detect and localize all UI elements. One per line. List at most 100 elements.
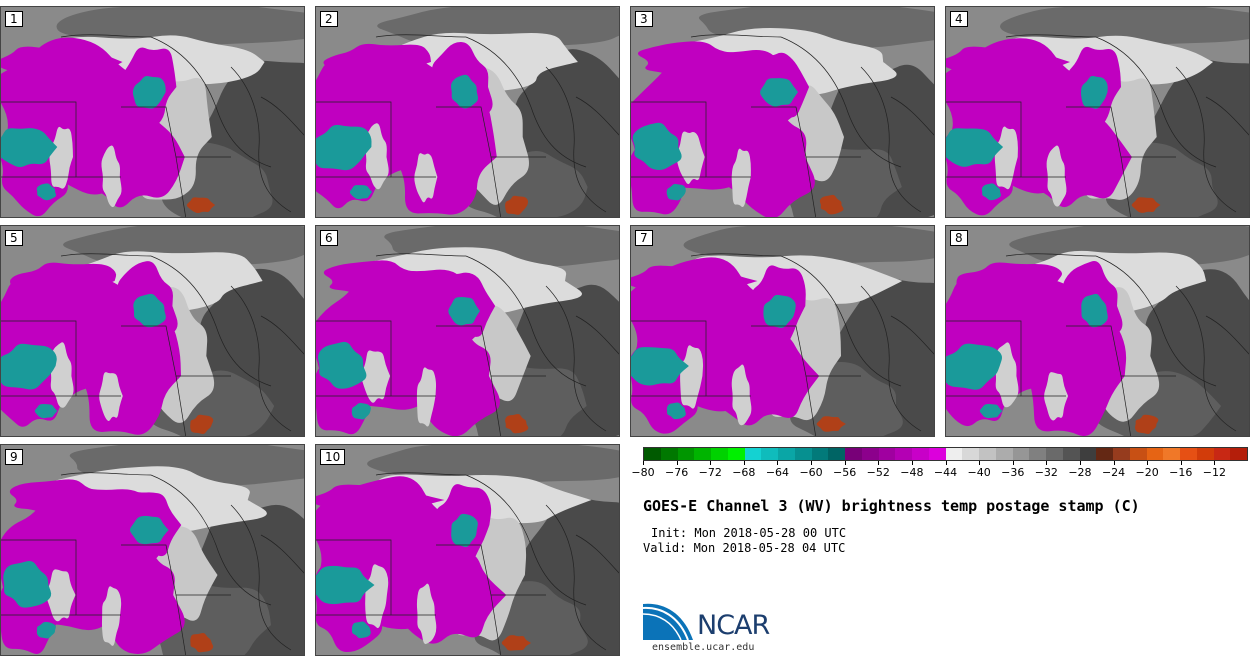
- colorbar-tick-label: −48: [900, 466, 924, 479]
- member-number: 8: [950, 230, 968, 246]
- colorbar-tick-label: −24: [1101, 466, 1126, 479]
- ensemble-member-panel: 7: [630, 225, 935, 437]
- colorbar-tick-label: −76: [665, 466, 689, 479]
- colorbar-swatch: [945, 448, 963, 460]
- colorbar-tick: [1079, 461, 1081, 465]
- colorbar-tick-label: −68: [732, 466, 756, 479]
- colorbar-swatch: [794, 448, 812, 460]
- ensemble-member-panel: 6: [315, 225, 620, 437]
- logo-name: NCAR: [697, 610, 770, 641]
- brightness-temp-map: [631, 226, 934, 436]
- member-number: 6: [320, 230, 338, 246]
- ensemble-member-panel: 5: [0, 225, 305, 437]
- colorbar-tick-label: −80: [631, 466, 655, 479]
- colorbar-ticks: −80 −76 −72 −68 −64 −60 −56 −52 −48 −44 −40 −36 −32−…: [631, 461, 1248, 481]
- colorbar-swatch: [878, 448, 896, 460]
- colorbar-swatch: [1196, 448, 1214, 460]
- colorbar: [643, 447, 1248, 461]
- colorbar-swatch: [1129, 448, 1147, 460]
- colorbar-tick-label: −64: [765, 466, 790, 479]
- colorbar-swatch: [1146, 448, 1164, 460]
- valid-time: Valid: Mon 2018-05-28 04 UTC: [643, 541, 846, 555]
- member-number: 3: [635, 11, 653, 27]
- brightness-temp-map: [316, 445, 619, 655]
- brightness-temp-map: [1, 445, 304, 655]
- colorbar-tick: [1214, 461, 1216, 465]
- colorbar-swatch: [727, 448, 745, 460]
- colorbar-tick: [777, 461, 779, 465]
- brightness-temp-map: [316, 7, 619, 217]
- colorbar-tick: [945, 461, 947, 465]
- colorbar-tick-label: −72: [698, 466, 722, 479]
- init-time: Init: Mon 2018-05-28 00 UTC: [651, 526, 847, 540]
- colorbar-tick-label: −16: [1169, 466, 1193, 479]
- colorbar-swatch: [912, 448, 929, 460]
- brightness-temp-map: [1, 226, 304, 436]
- colorbar-swatch: [744, 448, 762, 460]
- colorbar-swatch: [1163, 448, 1180, 460]
- colorbar-tick-label: −20: [1135, 466, 1159, 479]
- colorbar-swatch: [1230, 448, 1247, 460]
- colorbar-swatch: [660, 448, 678, 460]
- colorbar-swatch: [1079, 448, 1097, 460]
- colorbar-tick-label: −60: [799, 466, 823, 479]
- colorbar-tick-label: −32: [1034, 466, 1058, 479]
- ncar-logo-icon: [643, 603, 693, 641]
- colorbar-swatch: [677, 448, 695, 460]
- colorbar-tick: [1147, 461, 1149, 465]
- colorbar-swatch: [1096, 448, 1113, 460]
- member-number: 7: [635, 230, 653, 246]
- member-number: 10: [320, 449, 346, 465]
- member-number: 5: [5, 230, 23, 246]
- colorbar-swatch: [1213, 448, 1231, 460]
- colorbar-swatch: [711, 448, 728, 460]
- colorbar-swatch: [778, 448, 795, 460]
- colorbar-tick: [1113, 461, 1115, 465]
- brightness-temp-map: [631, 7, 934, 217]
- member-number: 2: [320, 11, 338, 27]
- ensemble-member-panel: 8: [945, 225, 1250, 437]
- logo-url: ensemble.ucar.edu: [652, 642, 755, 653]
- colorbar-tick-label: −52: [866, 466, 890, 479]
- colorbar-swatch: [1046, 448, 1063, 460]
- colorbar-tick-label: −12: [1202, 466, 1226, 479]
- ensemble-member-panel: 10: [315, 444, 620, 656]
- colorbar-swatch: [962, 448, 979, 460]
- colorbar-swatch: [1029, 448, 1046, 460]
- brightness-temp-map: [1, 7, 304, 217]
- colorbar-tick-label: −28: [1068, 466, 1092, 479]
- colorbar-tick: [1046, 461, 1048, 465]
- member-number: 9: [5, 449, 23, 465]
- colorbar-swatch: [1062, 448, 1080, 460]
- colorbar-tick: [878, 461, 880, 465]
- colorbar-swatch: [995, 448, 1013, 460]
- colorbar-tick: [811, 461, 813, 465]
- colorbar-swatch: [828, 448, 845, 460]
- colorbar-tick: [676, 461, 678, 465]
- colorbar-tick-label: −44: [933, 466, 958, 479]
- colorbar-swatch: [861, 448, 879, 460]
- colorbar-tick: [1180, 461, 1182, 465]
- brightness-temp-map: [946, 226, 1249, 436]
- colorbar-tick: [911, 461, 913, 465]
- colorbar-swatch: [1012, 448, 1030, 460]
- colorbar-tick: [1012, 461, 1014, 465]
- colorbar-tick: [643, 461, 644, 465]
- colorbar-tick-label: −40: [967, 466, 991, 479]
- member-number: 1: [5, 11, 23, 27]
- brightness-temp-map: [946, 7, 1249, 217]
- colorbar-swatch: [811, 448, 829, 460]
- colorbar-tick: [979, 461, 981, 465]
- colorbar-swatch: [761, 448, 778, 460]
- colorbar-tick: [710, 461, 712, 465]
- ensemble-member-panel: 1: [0, 6, 305, 218]
- ensemble-member-panel: 2: [315, 6, 620, 218]
- colorbar-swatch: [979, 448, 996, 460]
- colorbar-tick-label: −56: [833, 466, 857, 479]
- brightness-temp-map: [316, 226, 619, 436]
- colorbar-swatch: [845, 448, 862, 460]
- colorbar-swatch: [644, 448, 661, 460]
- colorbar-swatch: [694, 448, 711, 460]
- ensemble-member-panel: 9: [0, 444, 305, 656]
- colorbar-swatch: [895, 448, 912, 460]
